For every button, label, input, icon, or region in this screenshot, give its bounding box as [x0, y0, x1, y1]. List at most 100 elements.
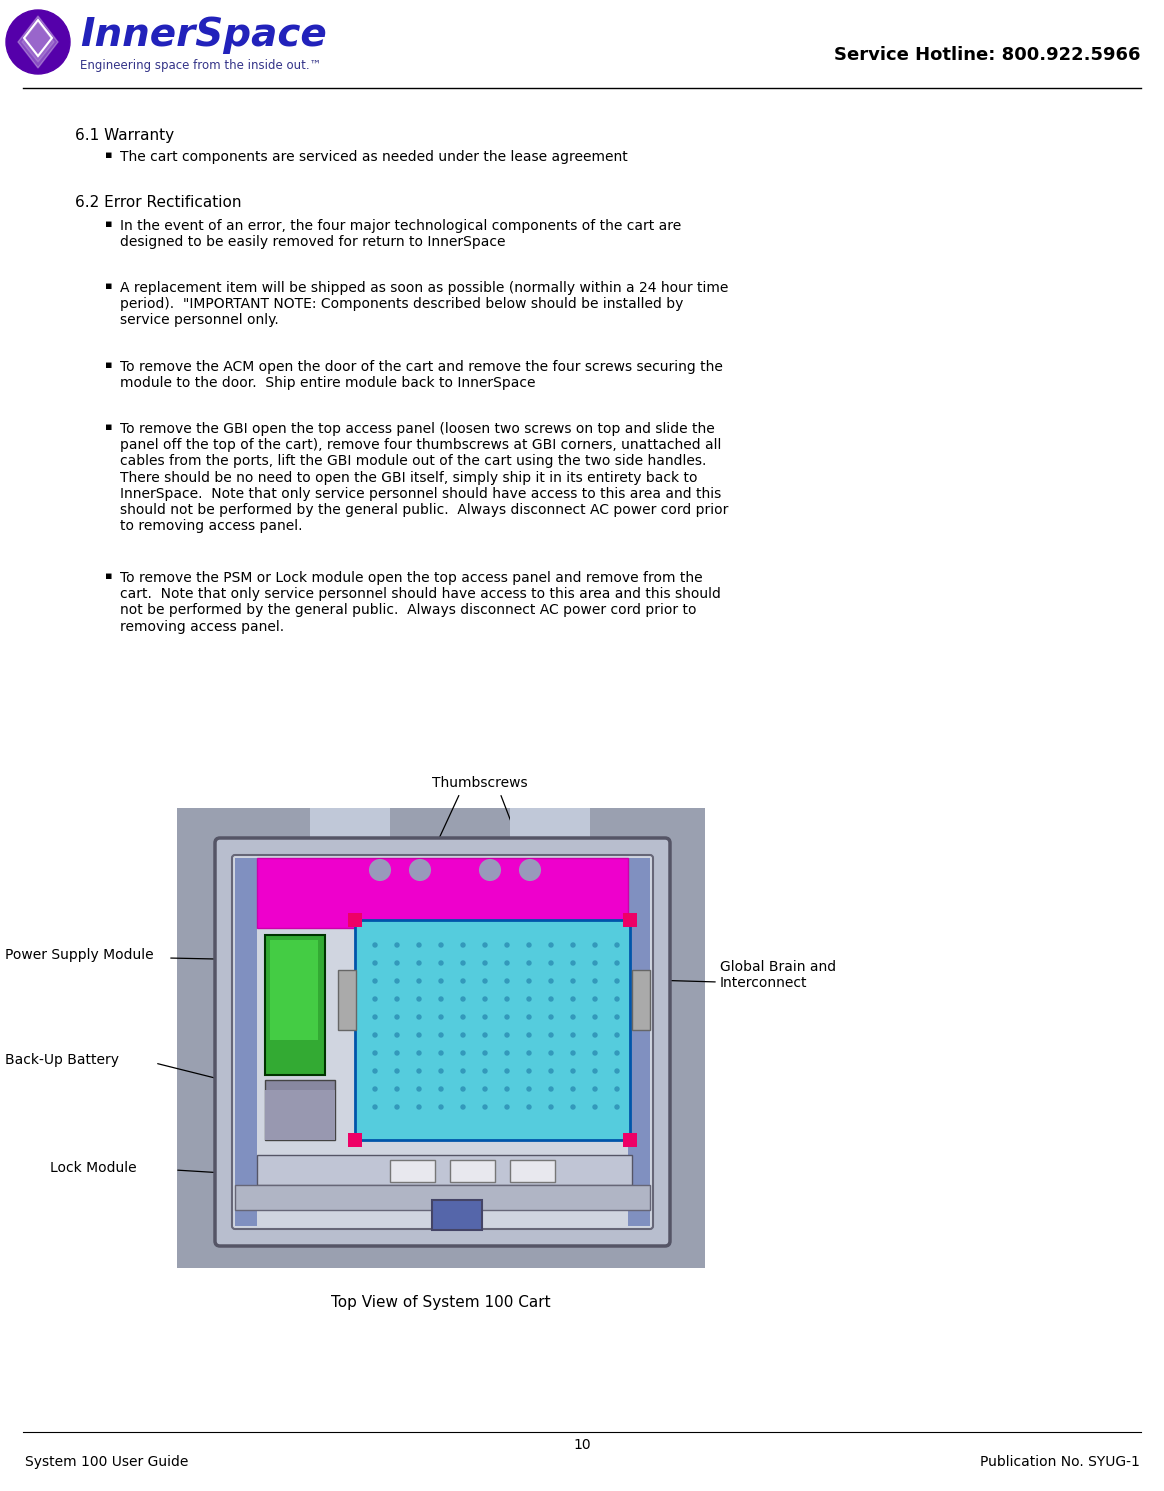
Bar: [235, 857, 257, 1226]
Circle shape: [549, 1033, 553, 1038]
Circle shape: [395, 1015, 399, 1018]
Circle shape: [483, 1051, 487, 1056]
Circle shape: [615, 942, 619, 947]
Circle shape: [417, 980, 421, 983]
Text: Publication No. SYUG-1: Publication No. SYUG-1: [980, 1455, 1140, 1469]
Circle shape: [505, 962, 509, 965]
Bar: [623, 912, 637, 927]
Circle shape: [615, 1015, 619, 1018]
Bar: [338, 971, 356, 1030]
Circle shape: [461, 962, 464, 965]
Circle shape: [439, 997, 443, 1000]
Circle shape: [505, 1069, 509, 1074]
Bar: [265, 1090, 335, 1141]
Polygon shape: [22, 22, 54, 63]
Text: To remove the PSM or Lock module open the top access panel and remove from the
c: To remove the PSM or Lock module open th…: [120, 571, 721, 634]
Circle shape: [439, 1087, 443, 1091]
Text: System 100 User Guide: System 100 User Guide: [24, 1455, 189, 1469]
Circle shape: [527, 1051, 531, 1056]
Bar: [265, 935, 325, 1075]
Circle shape: [372, 1051, 377, 1056]
Text: 10: 10: [573, 1437, 591, 1452]
Circle shape: [615, 980, 619, 983]
Circle shape: [505, 1051, 509, 1056]
Circle shape: [592, 980, 597, 983]
Circle shape: [592, 1015, 597, 1018]
Bar: [510, 808, 590, 842]
Circle shape: [483, 942, 487, 947]
Circle shape: [505, 980, 509, 983]
Text: Top View of System 100 Cart: Top View of System 100 Cart: [332, 1296, 551, 1311]
Text: Power Supply Module: Power Supply Module: [5, 948, 154, 962]
Bar: [510, 1160, 555, 1182]
Circle shape: [439, 942, 443, 947]
Bar: [270, 939, 318, 1041]
Bar: [623, 1133, 637, 1147]
Circle shape: [417, 1051, 421, 1056]
Circle shape: [483, 1015, 487, 1018]
Circle shape: [395, 942, 399, 947]
Bar: [390, 1160, 435, 1182]
Circle shape: [395, 1033, 399, 1038]
Circle shape: [572, 1033, 575, 1038]
Circle shape: [461, 1051, 464, 1056]
Bar: [450, 1160, 495, 1182]
Text: Back-Up Battery: Back-Up Battery: [5, 1053, 119, 1068]
Circle shape: [461, 1033, 464, 1038]
Circle shape: [483, 997, 487, 1000]
Circle shape: [592, 962, 597, 965]
Circle shape: [417, 1087, 421, 1091]
Bar: [432, 1200, 482, 1230]
Circle shape: [439, 1069, 443, 1074]
Circle shape: [417, 942, 421, 947]
Circle shape: [615, 962, 619, 965]
Circle shape: [592, 1087, 597, 1091]
Circle shape: [505, 997, 509, 1000]
Bar: [257, 857, 629, 927]
Circle shape: [572, 962, 575, 965]
Bar: [310, 808, 390, 842]
Circle shape: [527, 1105, 531, 1109]
Text: A replacement item will be shipped as soon as possible (normally within a 24 hou: A replacement item will be shipped as so…: [120, 280, 729, 328]
Circle shape: [592, 1051, 597, 1056]
Circle shape: [439, 1015, 443, 1018]
Circle shape: [572, 980, 575, 983]
Circle shape: [483, 1033, 487, 1038]
Circle shape: [483, 1069, 487, 1074]
Text: Service Hotline: 800.922.5966: Service Hotline: 800.922.5966: [833, 46, 1140, 64]
Circle shape: [549, 1051, 553, 1056]
Circle shape: [527, 1033, 531, 1038]
Circle shape: [505, 1033, 509, 1038]
Circle shape: [395, 980, 399, 983]
Circle shape: [461, 942, 464, 947]
FancyBboxPatch shape: [215, 838, 670, 1246]
Circle shape: [372, 1015, 377, 1018]
Circle shape: [572, 1087, 575, 1091]
Text: To remove the GBI open the top access panel (loosen two screws on top and slide : To remove the GBI open the top access pa…: [120, 422, 729, 534]
Bar: [348, 912, 362, 927]
Bar: [348, 1133, 362, 1147]
Circle shape: [572, 1105, 575, 1109]
Text: The cart components are serviced as needed under the lease agreement: The cart components are serviced as need…: [120, 151, 627, 164]
Circle shape: [461, 1087, 464, 1091]
Circle shape: [461, 980, 464, 983]
Circle shape: [572, 1051, 575, 1056]
Circle shape: [417, 1069, 421, 1074]
Circle shape: [439, 1051, 443, 1056]
Circle shape: [372, 962, 377, 965]
Circle shape: [483, 962, 487, 965]
Circle shape: [395, 1087, 399, 1091]
Circle shape: [410, 860, 430, 880]
Text: InnerSpace: InnerSpace: [80, 16, 327, 54]
Circle shape: [527, 1087, 531, 1091]
Text: To remove the ACM open the door of the cart and remove the four screws securing : To remove the ACM open the door of the c…: [120, 359, 723, 391]
Circle shape: [461, 1069, 464, 1074]
Circle shape: [417, 962, 421, 965]
Circle shape: [592, 1105, 597, 1109]
Circle shape: [461, 1015, 464, 1018]
Circle shape: [549, 1087, 553, 1091]
Bar: [629, 857, 650, 1226]
Circle shape: [549, 1105, 553, 1109]
Circle shape: [505, 1087, 509, 1091]
Circle shape: [395, 997, 399, 1000]
